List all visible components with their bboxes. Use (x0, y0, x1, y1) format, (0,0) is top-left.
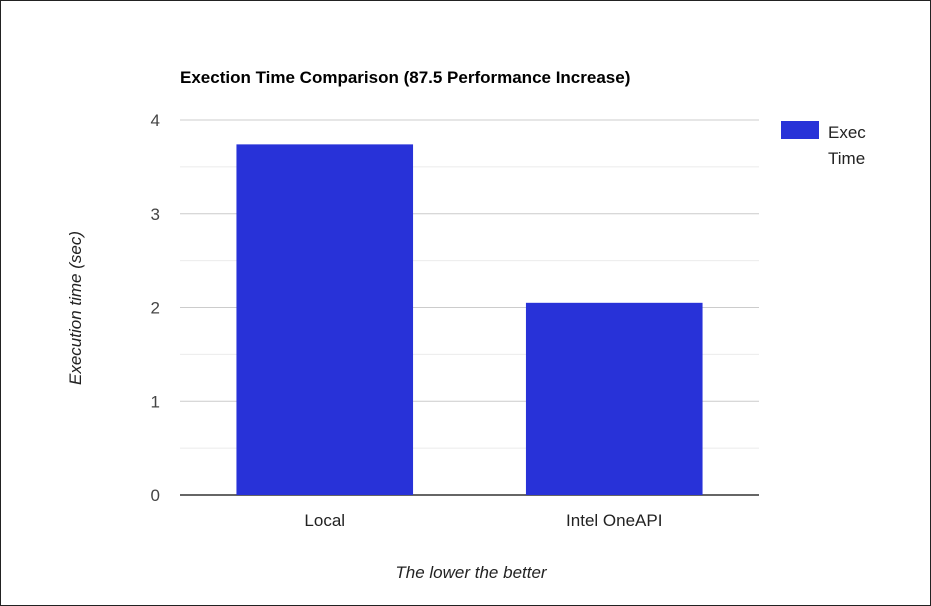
x-axis-title: The lower the better (395, 563, 548, 582)
bar-intel-oneapi[interactable] (525, 302, 703, 495)
legend-swatch-exec-time (781, 121, 819, 139)
y-tick-label: 0 (151, 486, 160, 505)
legend-label-line-1: Exec (828, 123, 866, 142)
y-tick-label: 1 (151, 392, 160, 411)
x-category-labels: Local Intel OneAPI (304, 511, 662, 530)
y-tick-label: 4 (151, 111, 160, 130)
legend-label-line-2: Time (828, 149, 865, 168)
y-axis-title: Execution time (sec) (66, 231, 85, 385)
y-tick-label: 3 (151, 205, 160, 224)
bars (236, 144, 703, 495)
legend: Exec Time (781, 121, 866, 168)
bar-local[interactable] (236, 144, 414, 495)
x-category-label: Intel OneAPI (566, 511, 662, 530)
chart-title: Exection Time Comparison (87.5 Performan… (180, 68, 630, 87)
y-tick-label: 2 (151, 299, 160, 318)
x-category-label: Local (304, 511, 345, 530)
y-tick-labels: 0 1 2 3 4 (151, 111, 160, 505)
